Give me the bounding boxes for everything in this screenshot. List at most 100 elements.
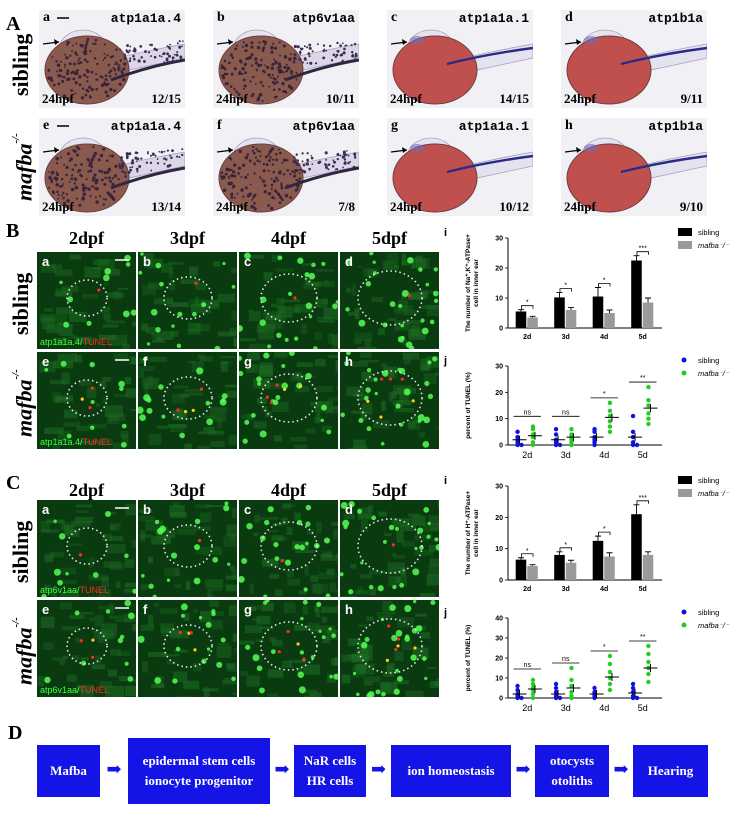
flow-arrow: ➡ (106, 759, 122, 779)
bar (554, 297, 565, 328)
micrograph-panel: c (239, 500, 338, 597)
scatter-point (592, 689, 597, 695)
chart-c-j: j percent of TUNEL (%) 0 10 20 30 40 2d 3d 4d 5d ns… (443, 607, 730, 713)
scatter-point (607, 424, 613, 429)
embryo-image: a atp1a1a.4 24hpf 12/15 (39, 10, 185, 108)
mean-marker (566, 684, 581, 692)
column-header-b: 5dpf (371, 228, 407, 248)
y-tick-label: 10 (495, 546, 503, 553)
y-tick-label: 30 (495, 364, 503, 371)
error-bar (556, 292, 563, 298)
flow-box-label: NaR cells (303, 752, 357, 768)
legend-swatch (678, 489, 692, 497)
x-tick-label: 2d (523, 334, 531, 341)
y-tick-label: 10 (495, 416, 503, 423)
chart-c-i: i The number of H⁺-ATPase+cell in inner e… (444, 475, 730, 593)
flow-arrow: ➡ (370, 759, 387, 779)
embryo-image: d atp1b1a 24hpf 9/11 (561, 10, 707, 108)
scatter-point (530, 677, 536, 683)
mean-marker (604, 413, 619, 422)
scatter-point (630, 681, 636, 687)
significance-label: ** (640, 375, 646, 382)
bar (642, 302, 654, 328)
scatter-point (515, 683, 520, 689)
scatter-point (646, 421, 651, 427)
bar (642, 554, 654, 580)
bar (631, 514, 642, 580)
micrograph-letter: e (42, 354, 50, 369)
bar (604, 313, 615, 328)
stain-green-label: atp6v1aa (40, 685, 78, 695)
micrograph-panel: g (239, 352, 338, 449)
scatter-point (646, 679, 651, 685)
micrograph-letter: e (42, 602, 50, 617)
x-tick-label: 4d (599, 450, 609, 460)
bar (515, 311, 527, 328)
embryo-gene-label: atp6v1aa (292, 119, 355, 134)
significance-label: ns (524, 409, 532, 416)
scatter-point (569, 432, 574, 437)
scatter-point (519, 695, 524, 701)
significance-bracket (521, 553, 534, 558)
micrograph-letter: d (345, 254, 353, 269)
micrograph-panel: h (340, 352, 439, 449)
embryo-ratio-label: 10/11 (326, 91, 355, 106)
scatter-point (530, 681, 536, 687)
embryo-gene-label: atp1a1a.1 (458, 11, 529, 26)
x-tick-label: 3d (561, 703, 571, 713)
column-header-c: 3dpf (169, 480, 205, 500)
embryo-ratio-label: 12/15 (151, 91, 181, 106)
significance-label: * (564, 542, 567, 549)
significance-label: ns (524, 662, 532, 669)
micrograph-panel: b (138, 500, 237, 597)
scatter-point (592, 427, 597, 432)
mean-marker (527, 431, 542, 440)
micrograph-letter: h (345, 354, 353, 369)
panel-label-b: B (6, 220, 20, 242)
mean-marker (589, 433, 604, 442)
column-header-b: 2dpf (68, 228, 104, 248)
embryo-letter: c (391, 10, 398, 25)
column-header-b: 3dpf (169, 228, 205, 248)
flow-box-label: otoliths (551, 773, 593, 788)
embryo-gene-label: atp6v1aa (292, 11, 355, 26)
scatter-point (646, 643, 651, 649)
y-tick-label: 20 (495, 390, 503, 397)
flow-box-label: HR cells (306, 773, 354, 788)
embryo-gene-label: atp1a1a.1 (458, 119, 529, 134)
error-bar (606, 552, 613, 557)
chart-panel-letter: j (443, 607, 447, 619)
flow-arrow: ➡ (613, 759, 629, 779)
x-tick-label: 5d (639, 586, 647, 593)
scatter-point (530, 440, 536, 445)
scatter-point (646, 403, 651, 408)
scatter-point (630, 413, 636, 419)
legend-label: sibling (698, 476, 719, 485)
legend-label: sibling (698, 608, 719, 617)
y-tick-label: 0 (499, 443, 503, 450)
embryo-letter: f (217, 118, 222, 133)
significance-bracket (559, 288, 572, 293)
x-tick-label: 2d (522, 703, 532, 713)
row-label-mutant-a: mafba-/- (10, 133, 37, 201)
error-bar (594, 287, 601, 297)
legend-swatch (678, 241, 692, 249)
legend-swatch (678, 476, 692, 484)
legend-label: sibling (698, 356, 719, 365)
micrograph-panel: d (340, 500, 439, 597)
mean-marker (589, 690, 604, 698)
scatter-point (646, 651, 651, 657)
column-header-c: 2dpf (68, 480, 104, 500)
embryo-gene-label: atp1b1a (648, 119, 703, 134)
error-bar (633, 255, 640, 261)
significance-label: * (603, 278, 606, 285)
scatter-point (553, 432, 559, 437)
bar (565, 310, 577, 328)
row-label-sibling-c: sibling (8, 520, 33, 583)
significance-bracket (636, 500, 649, 505)
error-bar (633, 504, 640, 515)
embryo-ratio-label: 9/11 (680, 91, 703, 106)
legend-label: mafba⁻/⁻ (698, 621, 730, 630)
embryo-letter: b (217, 10, 225, 25)
embryo-ratio-label: 7/8 (338, 199, 355, 214)
